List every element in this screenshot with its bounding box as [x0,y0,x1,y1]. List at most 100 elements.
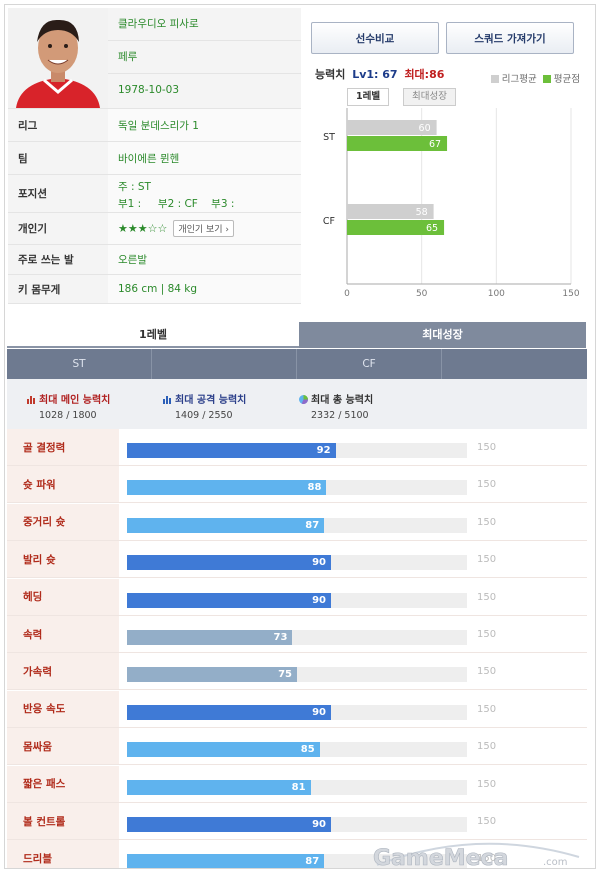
attribute-label: 헤딩 [7,578,119,615]
attribute-bar: 90 [127,704,331,720]
attribute-track: 90 [127,817,467,832]
info-row-body: 키 몸무게 186 cm | 84 kg [8,274,301,304]
mini-tab-max-growth[interactable]: 최대성장 [403,88,456,106]
x-tick-label: 150 [562,289,579,299]
position-cell[interactable]: ST [7,349,152,379]
attribute-max: 150 [477,554,497,566]
stat-panel: 선수비교 스쿼드 가져가기 능력치 Lv1: 67 최대:86 리그평균 평균점… [305,8,594,304]
info-key: 주로 쓰는 발 [8,245,108,274]
stat-bar-chart: 0 50 100 150 ST 60 67 CF 58 65 [323,108,580,299]
info-key: 키 몸무게 [8,275,108,303]
player-card: 클라우디오 피사로 페루 1978-10-03 리그 독일 분데스리가 1 팀 … [4,4,596,869]
legend-swatch [490,75,499,83]
position-cell[interactable]: CF [297,349,442,379]
position-main: 주 : ST [118,181,151,193]
svg-text:GameMeca: GameMeca [373,846,508,869]
attribute-row: 발리 슛 90 150 [7,541,587,579]
position-cell[interactable] [152,349,297,379]
attribute-bar: 92 [127,443,336,458]
star-rating: ★★★☆☆ [118,222,168,235]
attribute-bar: 87 [127,854,325,868]
compare-button[interactable]: 선수비교 [311,22,439,54]
summary-value: 1028 / 1800 [39,410,97,421]
svg-text:.com: .com [543,857,568,868]
attribute-label: 볼 컨트롤 [7,803,119,839]
player-name: 클라우디오 피사로 [108,8,301,41]
attribute-bar: 90 [127,592,331,608]
attribute-bar: 85 [127,742,320,758]
position-bar: ST CF [7,349,587,379]
chart-legend: 리그평균 평균점 [490,71,580,85]
stat-header: 능력치 Lv1: 67 최대:86 [315,66,444,82]
summary-value: 1409 / 2550 [175,410,233,421]
attribute-row: 속력 73 150 [7,616,587,653]
position-sub: 부1 : 부2 : CF 부3 : [118,198,235,210]
attribute-max: 150 [477,479,497,491]
attribute-label: 짧은 패스 [7,765,119,802]
attribute-row: 드리블 87 150 [7,840,587,868]
info-value: 오른발 [108,245,301,274]
attribute-row: 몸싸움 85 150 [7,728,587,766]
squad-button[interactable]: 스쿼드 가져가기 [446,22,574,54]
bar-value-label: 58 [416,207,428,218]
attribute-label: 슛 파워 [7,466,119,503]
attribute-bar: 81 [127,779,311,795]
attribute-track: 90 [127,592,467,608]
summary-main: 최대 메인 능력치 1028 / 1800 [27,391,110,421]
attribute-max: 150 [477,741,497,753]
view-popularity-button[interactable]: 개인기 보기 › [173,220,235,237]
info-row-league: 리그 독일 분데스리가 1 [8,108,301,141]
legend-label: 평균점 [553,74,580,85]
tab-max-growth[interactable]: 최대성장 [299,322,586,348]
attribute-max: 150 [477,516,497,528]
attribute-bar: 90 [127,817,331,832]
ability-summary: 최대 메인 능력치 1028 / 1800 최대 공격 능력치 1409 / 2… [7,379,587,429]
bar-chart-blue-icon [163,395,172,404]
info-value: 독일 분데스리가 1 [108,109,301,141]
attribute-label: 반응 속도 [7,690,119,727]
attribute-row: 볼 컨트롤 90 150 [7,803,587,840]
attribute-label: 몸싸움 [7,728,119,765]
stat-label: 능력치 [315,68,346,81]
position-values: 주 : ST 부1 : 부2 : CF 부3 : [108,175,301,212]
stat-level-value: Lv1: 67 [352,68,398,81]
info-key: 팀 [8,142,108,174]
legend-item: 리그평균 [490,71,537,85]
summary-total: 최대 총 능력치 2332 / 5100 [299,391,373,421]
attribute-track: 90 [127,555,467,571]
attribute-row: 반응 속도 90 150 [7,690,587,728]
summary-value: 2332 / 5100 [311,410,369,421]
category-label: CF [323,216,335,227]
chart-bar [347,220,445,235]
attribute-label: 가속력 [7,653,119,690]
info-key: 리그 [8,109,108,141]
bar-value-label: 65 [426,223,438,234]
summary-title: 최대 공격 능력치 [175,395,247,406]
attribute-max: 150 [477,442,497,453]
info-key: 포지션 [8,175,108,212]
attribute-max: 150 [477,703,497,715]
mini-tab-level1[interactable]: 1레벨 [347,88,390,106]
legend-label: 리그평균 [501,74,537,85]
tab-level1[interactable]: 1레벨 [7,322,299,348]
attribute-row: 중거리 슛 87 150 [7,503,587,541]
bar-value-label: 67 [429,139,441,150]
attribute-track: 87 [127,517,467,533]
position-cell[interactable] [442,349,587,379]
attribute-max: 150 [477,816,497,827]
attribute-label: 골 결정력 [7,429,119,465]
attribute-label: 발리 슛 [7,541,119,578]
player-basic-info: 클라우디오 피사로 페루 1978-10-03 [108,8,301,108]
watermark-logo: GameMeca .com [373,842,580,869]
attribute-bar: 88 [127,480,327,496]
attribute-row: 헤딩 90 150 [7,578,587,616]
category-label: ST [323,132,335,143]
pie-chart-icon [299,395,309,405]
player-birth: 1978-10-03 [118,84,180,96]
attribute-row: 가속력 75 150 [7,653,587,691]
bar-value-label: 60 [419,123,431,134]
attribute-row: 슛 파워 88 150 [7,466,587,504]
attribute-track: 87 [127,854,467,868]
info-row-position: 포지션 주 : ST 부1 : 부2 : CF 부3 : [8,174,301,212]
attribute-max: 150 [477,629,497,640]
